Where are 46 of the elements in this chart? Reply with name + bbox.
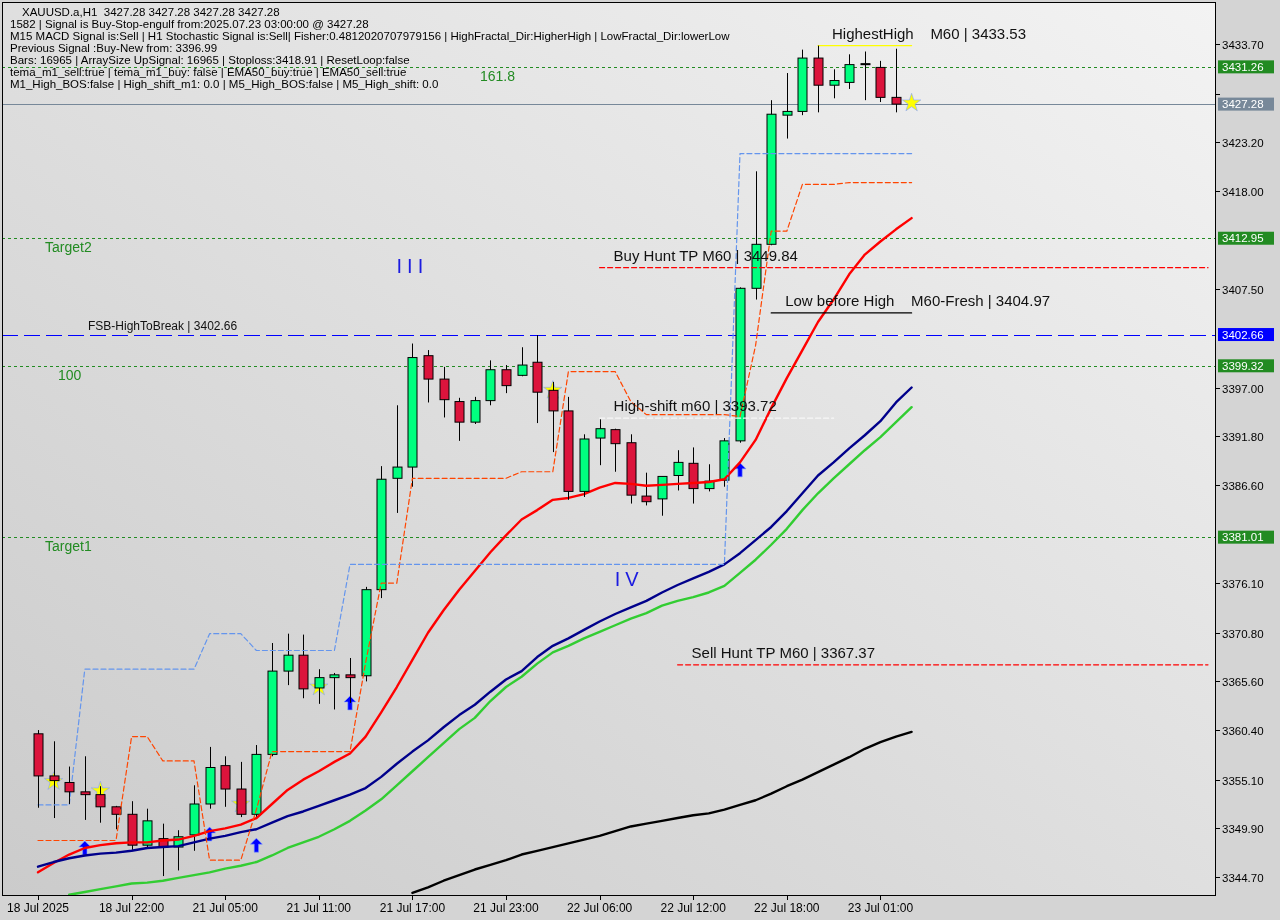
- annotation: Target2: [45, 239, 92, 256]
- x-tick-label: 18 Jul 2025: [6, 901, 70, 915]
- annotation: Target1: [45, 538, 92, 555]
- annotation: 161.8: [480, 67, 516, 84]
- annotation: tema_m1_sell:true | tema_m1_buy: false | EMA50_buy:true | EMA50_sell:true: [10, 66, 407, 78]
- x-tick-label: 23 Jul 01:00: [847, 901, 914, 915]
- x-tick-label: 21 Jul 17:00: [379, 901, 446, 915]
- annotation: M15 MACD Signal is:Sell | H1 Stochastic Signal is:Sell| Fisher:0.4812020707979156 | HighFractal_Dir:HigherHigh | LowFractal_Dir:lowerLow: [10, 30, 731, 42]
- x-tick-label: 21 Jul 23:00: [473, 901, 540, 915]
- annotation: Bars: 16965 | ArraySize UpSignal: 16965 | Stoploss:3418.91 | ResetLoop:false: [10, 54, 410, 66]
- annotation: IV: [614, 568, 644, 590]
- series-label: HighestHigh M60 | 3433.53: [832, 24, 1027, 42]
- annotation: 1582 | Signal is Buy-Stop-engulf from:2025.07.23 03:00:00 @ 3427.28: [10, 18, 369, 30]
- ref-line-label: 3402.66: [1222, 328, 1264, 341]
- y-tick-label: 3433.70: [1222, 38, 1264, 51]
- y-tick-label: 3423.20: [1222, 136, 1264, 149]
- x-tick-label: 21 Jul 05:00: [192, 901, 259, 915]
- ref-line-label: 3412.95: [1222, 232, 1264, 245]
- y-tick-label: 3407.50: [1222, 283, 1264, 296]
- chart-title: XAUUSD.a,H1 3427.28 3427.28 3427.28 3427.28: [22, 6, 280, 18]
- x-tick-label: 22 Jul 18:00: [754, 901, 820, 915]
- y-tick-label: 3365.60: [1222, 675, 1264, 688]
- x-tick-label: 22 Jul 12:00: [660, 901, 727, 915]
- y-tick-label: 3391.80: [1222, 430, 1264, 443]
- y-tick-label: 3386.60: [1222, 479, 1264, 492]
- y-tick-label: 3376.10: [1222, 577, 1264, 590]
- y-tick-label: 3360.40: [1222, 724, 1264, 737]
- x-tick-label: 21 Jul 11:00: [286, 901, 352, 915]
- y-tick-label: 3397.00: [1222, 382, 1264, 395]
- ref-line-label: 3399.32: [1222, 359, 1264, 372]
- x-tick-label: 18 Jul 22:00: [98, 901, 165, 915]
- y-tick-label: 3349.90: [1222, 822, 1264, 835]
- y-tick-label: 3370.80: [1222, 627, 1264, 640]
- ref-line-label: 3381.01: [1222, 531, 1264, 544]
- annotation: 100: [58, 366, 82, 383]
- ref-line-label: 3427.28: [1222, 98, 1264, 111]
- x-tick-label: 22 Jul 06:00: [566, 901, 633, 915]
- y-tick-label: 3355.10: [1222, 774, 1264, 787]
- y-tick-label: 3344.70: [1222, 871, 1264, 884]
- annotation: FSB-HighToBreak | 3402.66: [88, 318, 238, 333]
- annotation: III: [396, 255, 429, 277]
- ref-line-label: 3431.26: [1222, 60, 1264, 73]
- y-tick-label: 3418.00: [1222, 185, 1264, 198]
- annotation: M1_High_BOS:false | High_shift_m1: 0.0 | M5_High_BOS:false | M5_High_shift: 0.0: [10, 78, 439, 90]
- series-label: Sell Hunt TP M60 | 3367.37: [691, 643, 876, 661]
- annotation: Previous Signal :Buy-New from: 3396.99: [10, 42, 218, 54]
